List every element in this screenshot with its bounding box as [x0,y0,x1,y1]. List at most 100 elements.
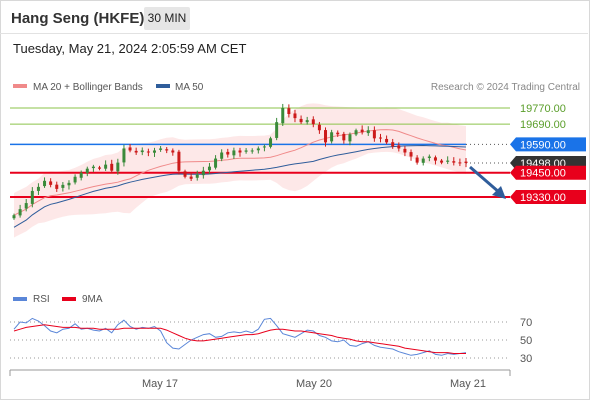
candle-body [49,181,53,185]
candle-body [177,151,181,171]
level-label-4: 19450.00 [520,168,566,180]
rsi-line [13,317,467,356]
level-box-2 [510,137,586,152]
candle-body [452,161,456,163]
level-box-4 [510,165,586,180]
candle-body [61,184,65,188]
candle-body [378,137,382,139]
legend-9ma-swatch [62,297,76,301]
rsi-tick-50: 50 [520,335,532,347]
legend-ma20-swatch [13,84,27,88]
candle-body [256,148,260,151]
candle-body [226,151,230,155]
candle-body [348,134,352,142]
candle-body [299,118,303,123]
candle-body [305,120,309,123]
candle-body [330,132,334,142]
candle-body [324,130,328,143]
forecast-arrow-head [492,186,506,199]
candle-body [391,142,395,147]
candle-body [385,138,389,143]
candle-body [67,182,71,186]
rsi-ma-line [13,324,466,354]
candle-body [183,171,187,177]
candle-body [12,215,16,219]
legend-rsi-swatch [13,297,27,301]
candle-body [43,180,47,187]
legend-rsi-label: RSI [33,294,50,305]
candle-body [214,158,218,168]
x-tick-may21: May 21 [450,378,486,390]
timeframe-badge[interactable]: 30 MIN [144,7,190,30]
credit-label: Research © 2024 Trading Central [431,82,580,93]
candle-body [85,168,89,173]
candle-body [397,145,401,149]
candle-body [262,146,266,148]
legend-ma50-label: MA 50 [175,82,204,93]
candle-body [269,138,273,147]
candle-body [433,157,437,161]
candle-body [110,163,114,171]
candle-body [458,162,462,164]
candle-body [409,152,413,157]
level-label-1: 19690.00 [520,119,566,131]
candle-body [140,150,144,153]
rsi-tick-30: 30 [520,353,532,365]
candle-body [189,176,193,179]
candle-body [104,164,108,169]
instrument-title: Hang Seng (HKFE) [11,10,145,27]
candle-body [73,176,77,183]
candle-body [360,129,364,133]
candle-body [220,152,224,159]
candle-body [36,186,40,191]
candle-body [116,162,120,172]
ma20-line [13,129,467,216]
rsi-pane: 70 50 30 [10,317,532,365]
candle-body [354,130,358,135]
candle-body [311,119,315,125]
candle-body [238,150,242,153]
candle-body [122,148,126,163]
candle-body [146,151,150,153]
candle-body [201,170,205,176]
candle-body [232,150,236,156]
candle-body [421,158,425,163]
candle-body [244,150,248,152]
candle-body [207,166,211,171]
rsi-tick-70: 70 [520,317,532,329]
level-label-2: 19590.00 [520,139,566,151]
candle-body [30,190,34,204]
datetime-label: Tuesday, May 21, 2024 2:05:59 AM CET [13,41,247,56]
candle-body [317,124,321,131]
forecast-arrow-shaft [469,165,501,195]
candle-body [342,133,346,141]
x-tick-may17: May 17 [142,378,178,390]
candle-body [372,130,376,139]
candle-body [79,172,83,178]
candle-body [195,174,199,178]
candle-body [281,108,285,124]
price-pane: 19770.0019690.0019590.0019498.0019450.00… [10,103,586,238]
candle-body [403,148,407,153]
candle-body [366,130,370,134]
level-label-0: 19770.00 [520,103,566,115]
legend-9ma-label: 9MA [82,294,103,305]
legend-ma20-label: MA 20 + Bollinger Bands [33,82,143,93]
x-tick-may20: May 20 [296,378,332,390]
candle-body [275,122,279,138]
legend-ma50-swatch [156,84,170,88]
header-divider [0,33,588,34]
bollinger-band [14,103,466,238]
ma50-line [13,144,467,228]
level-label-5: 19330.00 [520,192,566,204]
candle-body [165,149,169,151]
candle-body [464,161,468,164]
candle-body [293,113,297,119]
candle-body [440,160,444,163]
candle-body [336,132,340,135]
candle-body [427,156,431,158]
candle-body [415,157,419,163]
candle-body [91,166,95,169]
candle-body [287,108,291,115]
